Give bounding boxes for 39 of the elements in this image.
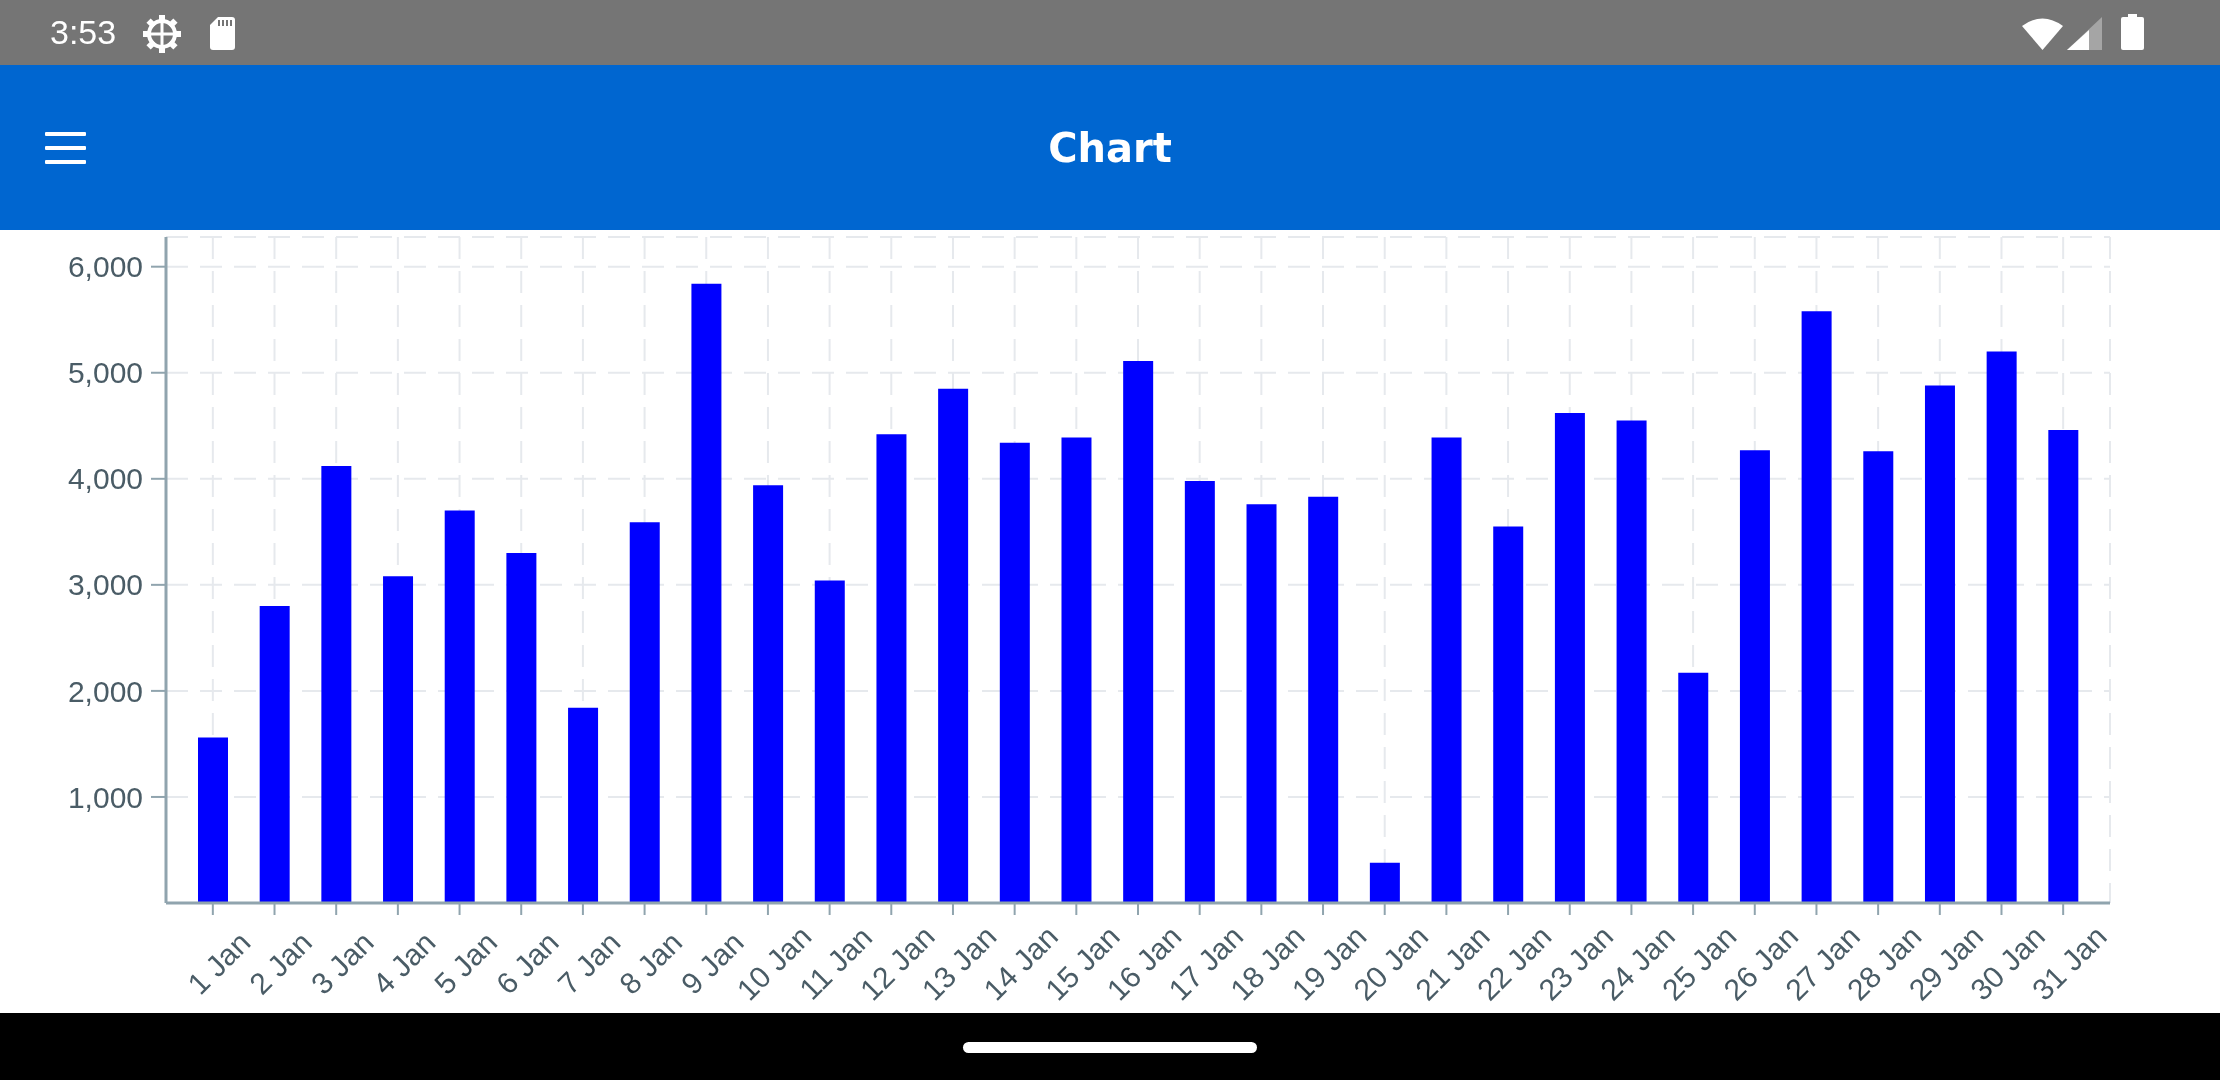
bar xyxy=(1308,496,1339,903)
bar xyxy=(1493,526,1524,903)
bar xyxy=(629,522,660,903)
bar xyxy=(198,737,228,903)
bar xyxy=(568,707,599,903)
bar xyxy=(1184,480,1215,903)
bar xyxy=(691,283,722,903)
bar xyxy=(1431,437,1462,903)
bar xyxy=(1616,420,1647,903)
bar xyxy=(999,442,1030,903)
bar xyxy=(1739,450,1770,903)
bar xyxy=(1863,451,1894,903)
bar xyxy=(1986,351,2017,903)
bar xyxy=(1246,504,1277,903)
bar xyxy=(383,576,414,903)
bar xyxy=(1061,437,1092,903)
y-tick-label: 1,000 xyxy=(67,780,143,814)
bar xyxy=(1123,361,1154,903)
bar xyxy=(814,580,845,903)
y-tick-label: 3,000 xyxy=(67,568,143,602)
bar xyxy=(753,485,784,903)
bar xyxy=(321,466,352,903)
y-tick-label: 6,000 xyxy=(67,250,143,284)
bar xyxy=(938,388,969,903)
y-tick-label: 5,000 xyxy=(67,356,143,390)
y-tick-label: 4,000 xyxy=(67,462,143,496)
bar xyxy=(444,510,475,903)
bar xyxy=(876,434,907,903)
bar xyxy=(1554,413,1585,903)
status-bar: 3:53 xyxy=(0,0,2220,65)
chart-title: Chart xyxy=(1048,124,1172,171)
bar xyxy=(259,606,290,903)
bar xyxy=(506,553,537,903)
bar xyxy=(1369,862,1400,903)
bar xyxy=(1678,672,1709,903)
bar xyxy=(1924,385,1955,903)
bar xyxy=(2048,430,2079,903)
y-tick-label: 2,000 xyxy=(67,674,143,708)
bar xyxy=(1801,311,1832,903)
